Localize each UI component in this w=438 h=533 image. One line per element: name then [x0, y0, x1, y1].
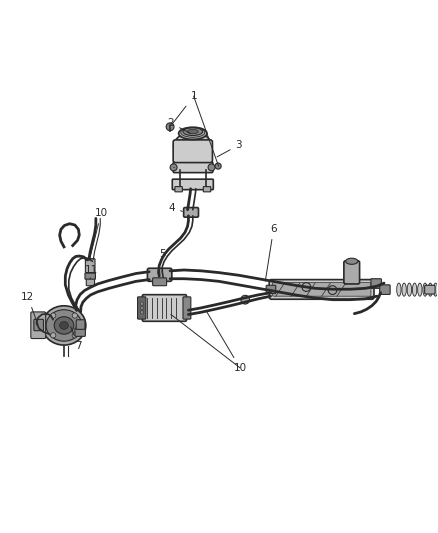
FancyBboxPatch shape [152, 278, 166, 286]
FancyBboxPatch shape [86, 270, 95, 286]
FancyBboxPatch shape [34, 319, 43, 330]
Ellipse shape [173, 132, 212, 160]
Ellipse shape [428, 283, 432, 296]
FancyBboxPatch shape [85, 259, 95, 272]
Ellipse shape [407, 283, 412, 296]
Circle shape [302, 282, 311, 292]
Text: 7: 7 [71, 327, 82, 351]
Text: 6: 6 [265, 224, 277, 281]
Circle shape [166, 123, 174, 131]
FancyBboxPatch shape [344, 261, 360, 284]
FancyBboxPatch shape [272, 282, 371, 296]
Text: 5: 5 [158, 249, 166, 273]
Ellipse shape [60, 321, 68, 329]
Text: 4: 4 [169, 203, 182, 213]
FancyBboxPatch shape [142, 295, 187, 321]
FancyBboxPatch shape [371, 279, 381, 288]
FancyBboxPatch shape [85, 273, 95, 279]
Ellipse shape [179, 127, 207, 140]
Circle shape [140, 302, 144, 305]
Text: 10: 10 [206, 311, 247, 373]
FancyBboxPatch shape [31, 312, 46, 338]
Circle shape [215, 163, 221, 169]
FancyBboxPatch shape [75, 328, 85, 336]
FancyBboxPatch shape [148, 268, 172, 281]
Ellipse shape [423, 283, 427, 296]
Circle shape [208, 164, 215, 171]
Text: 12: 12 [21, 292, 38, 325]
Ellipse shape [433, 283, 438, 296]
FancyBboxPatch shape [380, 285, 390, 294]
Text: 3: 3 [217, 140, 242, 157]
FancyBboxPatch shape [173, 162, 213, 173]
FancyBboxPatch shape [172, 179, 213, 190]
Ellipse shape [413, 283, 417, 296]
Ellipse shape [46, 310, 82, 341]
FancyBboxPatch shape [138, 297, 146, 319]
FancyBboxPatch shape [175, 187, 182, 192]
Ellipse shape [187, 130, 198, 134]
Ellipse shape [418, 283, 422, 296]
Ellipse shape [54, 317, 74, 334]
FancyBboxPatch shape [76, 320, 85, 329]
Circle shape [50, 313, 56, 318]
FancyBboxPatch shape [425, 285, 435, 294]
FancyBboxPatch shape [266, 285, 276, 294]
FancyBboxPatch shape [173, 140, 212, 163]
Circle shape [140, 306, 144, 310]
FancyBboxPatch shape [203, 187, 211, 192]
Ellipse shape [346, 258, 358, 264]
Circle shape [72, 313, 78, 318]
Circle shape [328, 286, 337, 294]
FancyBboxPatch shape [184, 207, 198, 217]
Circle shape [50, 333, 56, 338]
Text: 1: 1 [172, 91, 197, 125]
Ellipse shape [183, 128, 203, 135]
Circle shape [241, 295, 250, 304]
Circle shape [140, 311, 144, 314]
Ellipse shape [402, 283, 406, 296]
FancyBboxPatch shape [269, 280, 374, 299]
Text: 11: 11 [85, 265, 98, 279]
Ellipse shape [42, 306, 86, 345]
Text: 2: 2 [168, 118, 191, 133]
FancyBboxPatch shape [183, 297, 191, 319]
Circle shape [72, 333, 78, 338]
Ellipse shape [397, 283, 401, 296]
Text: 10: 10 [89, 208, 108, 260]
Circle shape [170, 164, 177, 171]
